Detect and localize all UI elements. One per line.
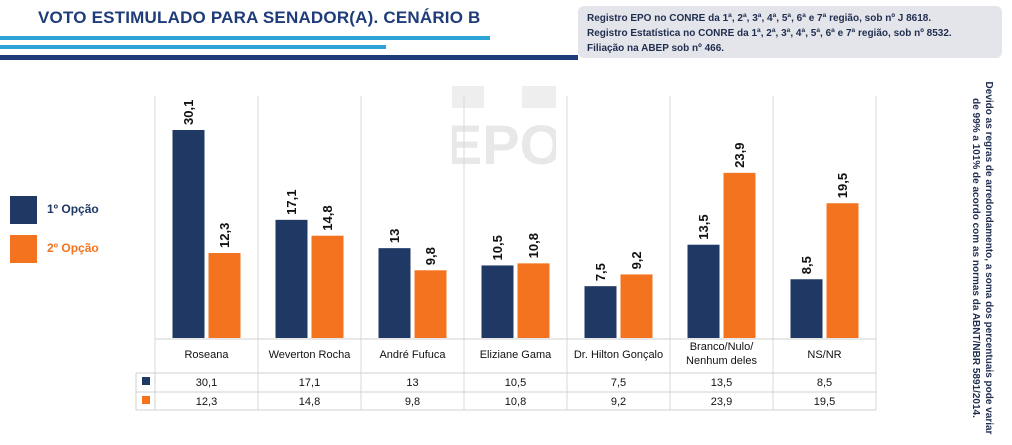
- category-label: Roseana: [184, 349, 229, 361]
- watermark-text: EPO: [452, 113, 556, 168]
- category-label: Eliziane Gama: [480, 349, 552, 361]
- data-label: 23,9: [732, 143, 747, 168]
- data-label: 12,3: [217, 223, 232, 248]
- table-cell: 10,5: [505, 377, 526, 389]
- category-label: Branco/Nulo/: [690, 341, 755, 353]
- legend-label-series2: 2º Opção: [47, 241, 99, 255]
- category-label: Weverton Rocha: [269, 349, 352, 361]
- epo-watermark-logo: EPO: [452, 86, 556, 168]
- data-label: 9,2: [629, 251, 644, 269]
- table-cell: 9,8: [405, 396, 420, 408]
- bar: [687, 244, 720, 338]
- header-stripe: [0, 55, 578, 60]
- legend-swatch-series2: [10, 235, 37, 263]
- legend-swatch-series1: [10, 196, 37, 224]
- table-key-series2: [142, 396, 150, 404]
- data-label: 7,5: [593, 263, 608, 281]
- bar: [311, 235, 344, 338]
- table-cell: 9,2: [611, 396, 626, 408]
- registry-box: Registro EPO no CONRE da 1ª, 2ª, 3ª, 4ª,…: [578, 6, 1002, 58]
- chart-title: VOTO ESTIMULADO PARA SENADOR(A). CENÁRIO…: [38, 8, 481, 27]
- table-cell: 12,3: [196, 396, 217, 408]
- category-label: NS/NR: [807, 349, 841, 361]
- data-label: 8,5: [799, 256, 814, 274]
- registry-line: Filiação na ABEP sob nº 466.: [587, 43, 725, 54]
- bar: [584, 286, 617, 338]
- bar: [414, 270, 447, 338]
- data-label: 9,8: [423, 247, 438, 265]
- table-cell: 13,5: [711, 377, 732, 389]
- registry-line: Registro EPO no CONRE da 1ª, 2ª, 3ª, 4ª,…: [587, 13, 932, 24]
- table-cell: 30,1: [196, 377, 217, 389]
- header-stripe: [0, 36, 490, 40]
- bar: [208, 253, 241, 338]
- table-cell: 10,8: [505, 396, 526, 408]
- bar: [378, 248, 411, 338]
- data-label: 30,1: [181, 100, 196, 125]
- bar: [723, 172, 756, 338]
- data-label: 10,5: [490, 235, 505, 260]
- registry-line: Registro Estatística no CONRE da 1ª, 2ª,…: [587, 28, 952, 39]
- table-cell: 14,8: [299, 396, 320, 408]
- bar: [275, 219, 308, 338]
- rounding-note: Devido as regras de arredondamento, a so…: [960, 78, 1004, 438]
- data-label: 13,5: [696, 214, 711, 239]
- legend-label-series1: 1º Opção: [47, 202, 99, 216]
- table-cell: 8,5: [817, 377, 832, 389]
- table-key-series1: [142, 377, 150, 385]
- category-label: André Fufuca: [379, 349, 446, 361]
- bar: [481, 265, 514, 338]
- data-label: 17,1: [284, 190, 299, 215]
- table-cell: 17,1: [299, 377, 320, 389]
- category-label: Dr. Hilton Gonçalo: [574, 349, 663, 361]
- data-label: 19,5: [835, 173, 850, 198]
- bar: [620, 274, 653, 338]
- bar: [517, 263, 550, 338]
- data-label: 10,8: [526, 233, 541, 258]
- rounding-note-text: Devido as regras de arredondamento, a so…: [970, 81, 994, 435]
- table-cell: 7,5: [611, 377, 626, 389]
- data-label: 13: [387, 229, 402, 243]
- bar: [826, 203, 859, 338]
- data-label: 14,8: [320, 205, 335, 230]
- bar: [790, 279, 823, 338]
- header-stripe: [0, 45, 386, 49]
- table-cell: 13: [406, 377, 418, 389]
- bar: [172, 130, 205, 338]
- table-cell: 19,5: [814, 396, 835, 408]
- table-cell: 23,9: [711, 396, 732, 408]
- category-label: Nenhum deles: [686, 355, 757, 367]
